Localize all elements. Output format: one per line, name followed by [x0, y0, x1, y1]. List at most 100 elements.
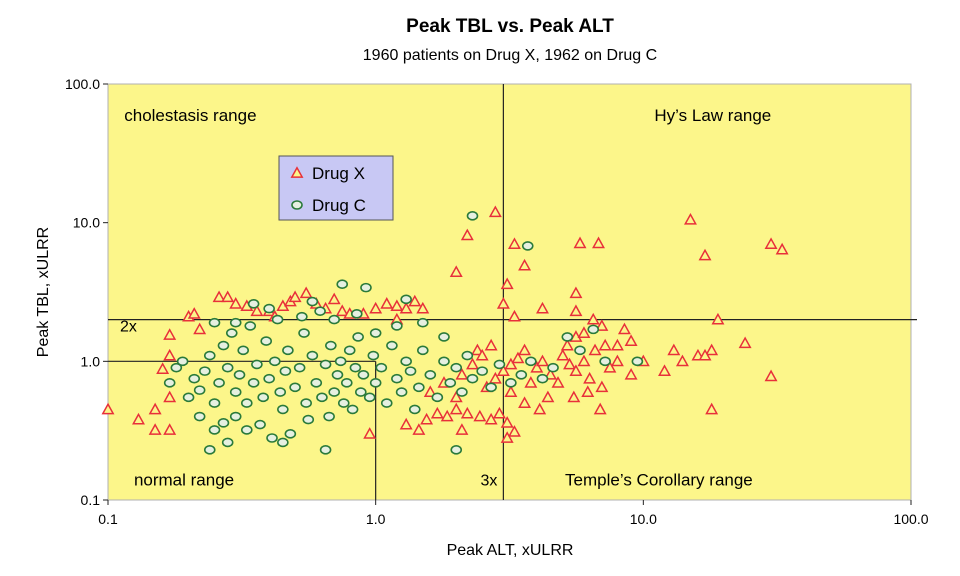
drug-c-point	[306, 296, 319, 307]
reference-line-labels: 3x 2x	[120, 319, 497, 490]
drug-x-point	[595, 319, 609, 331]
x-tick-label: 0.1	[98, 511, 118, 527]
y-tick-label: 0.1	[81, 492, 101, 508]
drug-x-point	[212, 290, 226, 303]
drug-x-point	[711, 312, 725, 325]
drug-x-points	[101, 205, 789, 443]
drug-x-point	[764, 237, 778, 250]
drug-c-point	[466, 373, 479, 384]
drug-x-point	[610, 338, 624, 351]
drug-c-point	[244, 321, 257, 331]
drug-c-point	[599, 356, 611, 367]
drug-x-point	[563, 357, 577, 370]
drug-x-point	[423, 385, 437, 398]
drug-x-point	[569, 286, 583, 299]
drug-c-point	[505, 378, 517, 388]
drug-c-point	[289, 382, 301, 393]
drug-c-point	[277, 404, 289, 415]
drug-x-point	[466, 357, 479, 370]
drug-c-point	[247, 298, 260, 309]
drug-c-point	[266, 433, 278, 443]
drug-c-point	[521, 241, 534, 251]
drug-c-point	[221, 362, 234, 373]
drug-c-point	[355, 387, 367, 397]
drug-c-point	[561, 332, 574, 342]
drug-c-point	[277, 437, 289, 448]
drug-x-point	[658, 364, 672, 377]
drug-c-point	[300, 398, 312, 408]
drug-x-point	[524, 376, 538, 388]
drug-x-point	[593, 402, 607, 415]
drug-c-point	[461, 350, 474, 361]
drug-c-point	[369, 378, 382, 388]
drug-x-point	[229, 297, 243, 309]
legend-marker-drug-c	[291, 200, 303, 210]
y-tick-label: 10.0	[73, 215, 100, 231]
drug-x-point	[496, 364, 510, 377]
chart-title: Peak TBL vs. Peak ALT	[406, 16, 614, 37]
drug-c-point	[263, 303, 275, 314]
drug-x-point	[624, 334, 638, 346]
drug-x-point	[193, 322, 207, 335]
drug-c-point	[450, 445, 463, 455]
drug-x-point	[577, 354, 591, 367]
drug-x-point	[420, 412, 434, 425]
drug-x-point	[624, 368, 638, 380]
drug-x-point	[449, 402, 463, 415]
drug-x-point	[363, 427, 377, 439]
drug-x-point	[518, 343, 532, 356]
drug-c-point	[417, 317, 429, 328]
drug-c-point	[466, 211, 479, 221]
drug-x-point	[460, 406, 474, 419]
drug-c-point	[547, 362, 559, 373]
drug-x-point	[408, 294, 422, 307]
drug-x-point	[399, 417, 413, 430]
drug-c-point	[413, 382, 425, 393]
drug-x-point	[500, 277, 514, 290]
x-tick-label: 10.0	[630, 511, 657, 527]
drug-c-point	[193, 411, 206, 422]
y-tick-label: 100.0	[65, 76, 100, 92]
drug-c-point	[240, 398, 253, 408]
drug-c-point	[360, 282, 372, 293]
drug-c-point	[282, 345, 294, 356]
drug-x-point	[430, 406, 444, 419]
drug-c-point	[293, 362, 306, 373]
drug-x-point	[536, 301, 549, 314]
drug-c-point	[306, 350, 319, 361]
drug-x-point	[449, 390, 463, 403]
drug-c-point	[352, 332, 364, 342]
drug-c-point	[417, 345, 429, 356]
drug-c-point	[314, 306, 326, 316]
drug-c-point	[386, 340, 398, 351]
reference-label-y: 2x	[120, 319, 137, 336]
drug-x-point	[705, 402, 719, 415]
drug-x-point	[163, 390, 177, 403]
drug-x-point	[675, 354, 689, 367]
drug-c-point	[170, 362, 183, 373]
drug-x-point	[556, 348, 570, 361]
drug-c-point	[251, 359, 263, 370]
drug-c-point	[424, 369, 437, 380]
chart-subtitle: 1960 patients on Drug X, 1962 on Drug C	[363, 47, 657, 64]
drug-c-point	[323, 411, 335, 422]
drug-x-point	[705, 343, 719, 356]
drug-c-point	[400, 356, 412, 367]
drug-c-point	[274, 387, 287, 397]
drug-x-point	[573, 236, 587, 249]
drug-c-point	[574, 345, 586, 356]
drug-c-point	[217, 418, 230, 428]
drug-x-point	[504, 357, 518, 370]
drug-c-point	[240, 425, 253, 435]
drug-x-point	[698, 248, 712, 261]
drug-x-point	[449, 265, 463, 278]
drug-c-point	[203, 350, 216, 361]
drug-c-point	[325, 340, 337, 351]
drug-x-point	[492, 406, 506, 419]
y-axis-label: Peak TBL, xULRR	[35, 227, 52, 357]
drug-x-point	[507, 425, 521, 437]
drug-x-point	[560, 338, 574, 351]
drug-c-points	[163, 211, 644, 455]
drug-c-point	[163, 378, 176, 388]
